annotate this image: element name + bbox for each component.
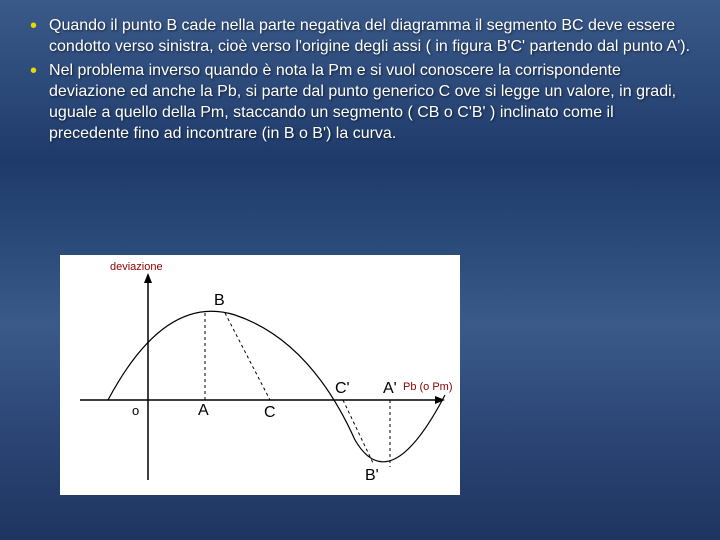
- label-Aprime: A': [383, 380, 397, 397]
- label-A: A: [198, 402, 209, 419]
- slide-content: • Quando il punto B cade nella parte neg…: [0, 0, 720, 157]
- label-Cprime: C': [335, 380, 350, 397]
- x-axis-label: Pb (o Pm): [403, 381, 453, 393]
- label-C: C: [264, 404, 276, 421]
- list-item: • Nel problema inverso quando è nota la …: [30, 60, 690, 144]
- bullet-icon: •: [30, 16, 37, 36]
- segment-BC: [225, 313, 270, 400]
- origin-label: o: [132, 403, 139, 418]
- y-axis-label: deviazione: [110, 261, 163, 273]
- bullet-text: Quando il punto B cade nella parte negat…: [49, 15, 690, 57]
- label-Bprime: B': [365, 467, 379, 484]
- y-axis-arrow: [144, 273, 152, 283]
- bullet-list: • Quando il punto B cade nella parte neg…: [30, 15, 690, 144]
- bullet-text: Nel problema inverso quando è nota la Pm…: [49, 60, 690, 144]
- segment-CprimeBprime: [343, 400, 373, 463]
- bullet-icon: •: [30, 61, 37, 81]
- deviation-diagram: deviazione Pb (o Pm) o A B C C' A' B': [60, 255, 460, 495]
- list-item: • Quando il punto B cade nella parte neg…: [30, 15, 690, 57]
- diagram-svg: deviazione Pb (o Pm) o A B C C' A' B': [60, 255, 460, 495]
- label-B: B: [214, 292, 225, 309]
